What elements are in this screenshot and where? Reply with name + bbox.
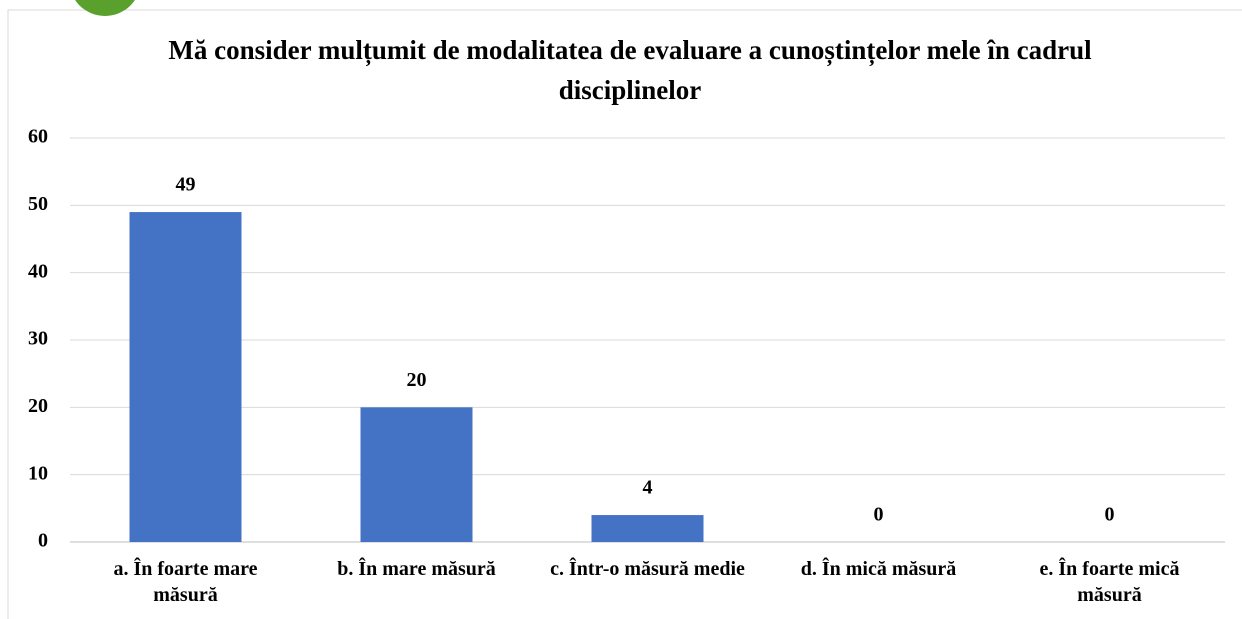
x-tick-label: a. În foarte mare măsură — [113, 558, 258, 606]
chart-frame — [7, 9, 1242, 619]
y-tick-label: 20 — [28, 395, 48, 417]
data-label: 20 — [407, 369, 427, 391]
x-tick-label: e. În foarte mică măsură — [1039, 558, 1180, 606]
y-tick-label: 60 — [28, 126, 48, 148]
y-tick-label: 30 — [28, 328, 48, 350]
y-tick-label: 0 — [38, 530, 48, 552]
data-label: 0 — [874, 504, 884, 526]
bar — [360, 407, 473, 542]
y-tick-label: 40 — [28, 260, 48, 282]
chart-title: Mă consider mulțumit de modalitatea de e… — [168, 35, 1092, 105]
data-label: 4 — [643, 477, 653, 499]
x-tick-label: b. În mare măsură — [337, 558, 496, 580]
logo — [75, 0, 135, 16]
data-label: 0 — [1105, 504, 1115, 526]
bar — [591, 515, 704, 542]
x-tick-label: d. În mică măsură — [800, 558, 957, 580]
y-tick-label: 10 — [28, 462, 48, 484]
bar — [129, 212, 242, 543]
y-tick-label: 50 — [28, 193, 48, 215]
data-label: 49 — [176, 174, 196, 196]
x-tick-label: c. Într-o măsură medie — [550, 558, 745, 580]
